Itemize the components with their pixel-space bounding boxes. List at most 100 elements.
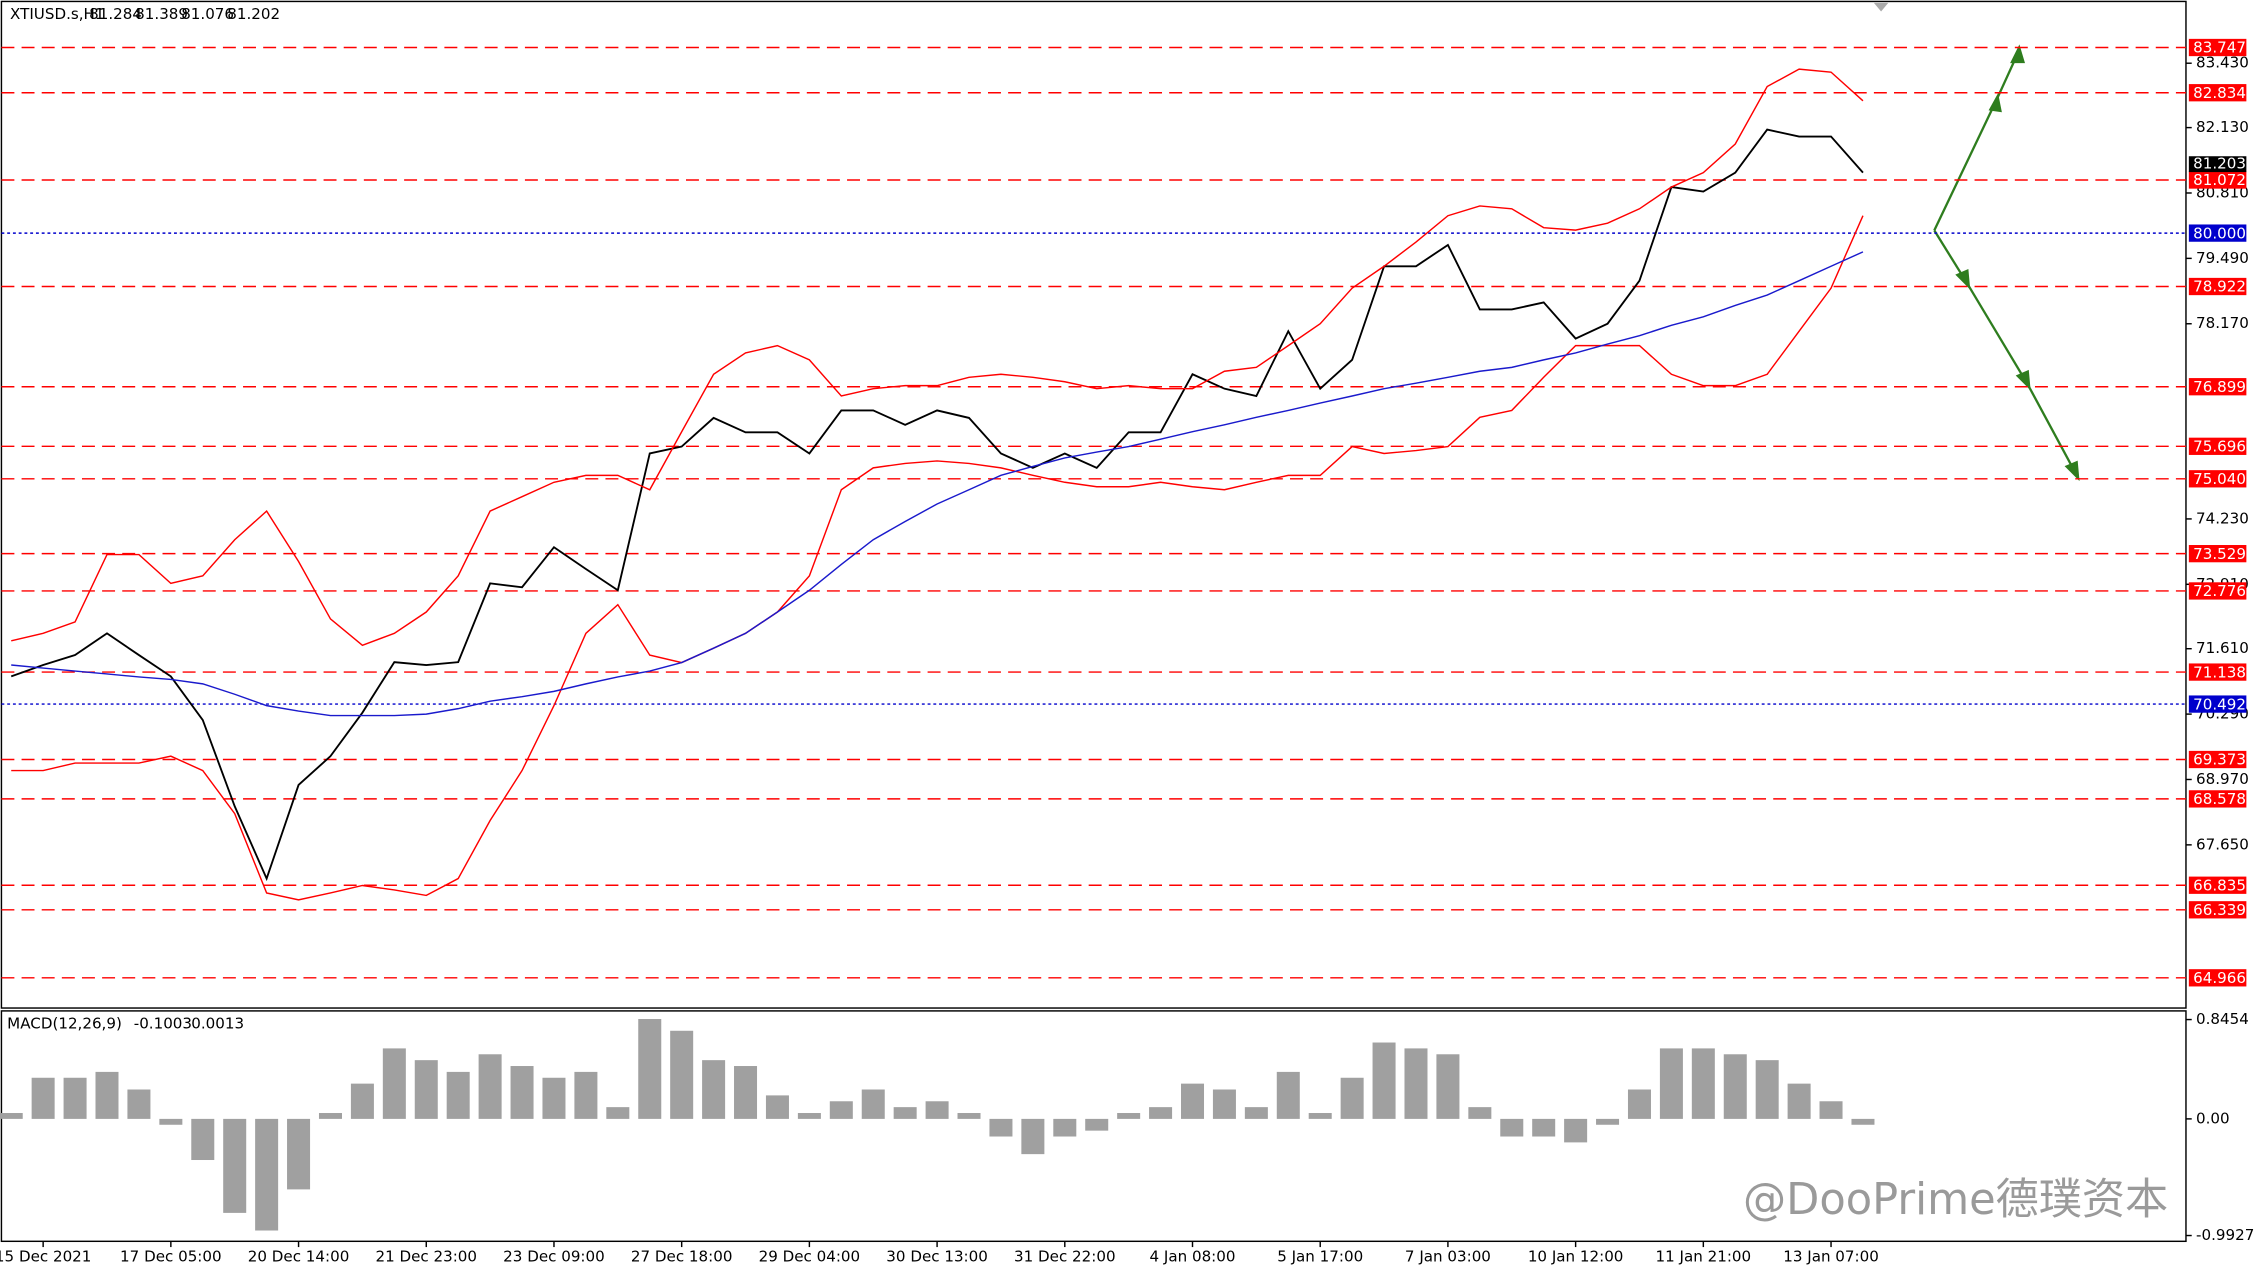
x-tick-label: 29 Dec 04:00 — [759, 1248, 861, 1266]
scroll-marker — [1873, 2, 1889, 12]
level-label: 71.138 — [2193, 663, 2246, 681]
level-label: 75.696 — [2193, 438, 2246, 456]
macd-bar — [255, 1118, 279, 1231]
x-tick-label: 15 Dec 2021 — [0, 1248, 91, 1266]
y-tick-label: 82.130 — [2196, 118, 2249, 136]
macd-bar — [1308, 1113, 1332, 1119]
level-label-box — [2188, 790, 2247, 808]
macd-bar — [318, 1113, 342, 1119]
macd-bar — [574, 1071, 598, 1119]
y-tick-label: 83.430 — [2196, 54, 2249, 72]
macd-bar — [670, 1030, 694, 1119]
bid-box — [2188, 156, 2247, 173]
macd-bar — [638, 1019, 662, 1119]
macd-bar — [1276, 1071, 1300, 1119]
forecast-arrows — [1933, 44, 2080, 482]
x-tick-label: 4 Jan 08:00 — [1150, 1248, 1236, 1266]
level-label: 76.899 — [2193, 378, 2246, 396]
macd-bar — [1468, 1107, 1492, 1119]
macd-bar — [1851, 1118, 1875, 1125]
macd-title: MACD(12,26,9) — [7, 1014, 122, 1032]
macd-bar — [606, 1107, 630, 1119]
macd-bar — [382, 1048, 406, 1119]
macd-bar — [989, 1118, 1013, 1137]
y-tick-label: 79.490 — [2196, 249, 2249, 267]
y-tick-label: 68.970 — [2196, 770, 2249, 788]
macd-bar — [1021, 1118, 1045, 1155]
level-label-box — [2188, 224, 2247, 242]
level-label-box — [2188, 876, 2247, 894]
macd-frame — [0, 1010, 2187, 1243]
price-line — [10, 128, 1864, 882]
level-label-box — [2188, 901, 2247, 919]
macd-bar — [765, 1095, 789, 1119]
level-label: 83.747 — [2193, 39, 2246, 57]
macd-bar — [1755, 1060, 1779, 1119]
level-label: 81.072 — [2193, 171, 2246, 189]
macd-bar — [1436, 1054, 1460, 1119]
macd-bar — [1085, 1118, 1109, 1131]
macd-bar — [1532, 1118, 1556, 1137]
level-label: 80.000 — [2193, 224, 2246, 242]
macd-bar — [1787, 1083, 1811, 1119]
level-label: 70.492 — [2193, 695, 2246, 713]
bid-label: 81.203 — [2193, 155, 2246, 173]
macd-bar — [1596, 1118, 1620, 1125]
macd-bar — [829, 1101, 853, 1119]
macd-bar — [0, 1113, 23, 1119]
level-label: 66.835 — [2193, 876, 2246, 894]
level-label: 66.339 — [2193, 901, 2246, 919]
level-label-box — [2188, 663, 2247, 681]
level-label: 64.966 — [2193, 969, 2246, 987]
price-line — [11, 251, 1864, 717]
macd-bar — [1691, 1048, 1715, 1119]
level-label: 72.776 — [2193, 582, 2246, 600]
macd-bar — [1723, 1054, 1747, 1119]
macd-bar — [1819, 1101, 1843, 1119]
level-label: 78.922 — [2193, 278, 2246, 296]
macd-bar — [159, 1118, 183, 1125]
level-label-box — [2188, 545, 2247, 563]
macd-bar — [1500, 1118, 1524, 1137]
macd-bar — [510, 1066, 534, 1119]
level-label-box — [2188, 470, 2247, 488]
macd-bar — [1212, 1089, 1236, 1119]
macd-bar — [31, 1077, 55, 1119]
macd-bar — [478, 1054, 502, 1119]
macd-bar — [446, 1071, 470, 1119]
level-label-box — [2188, 38, 2247, 57]
level-label-box — [2188, 969, 2247, 987]
level-label-box — [2188, 437, 2247, 455]
level-label: 73.529 — [2193, 545, 2246, 563]
x-tick-label: 20 Dec 14:00 — [248, 1248, 350, 1266]
y-tick-label: 0.00 — [2196, 1109, 2230, 1127]
x-tick-label: 31 Dec 22:00 — [1014, 1248, 1116, 1266]
x-tick-label: 30 Dec 13:00 — [886, 1248, 988, 1266]
x-tick-label: 10 Jan 12:00 — [1528, 1248, 1624, 1266]
y-tick-label: 67.650 — [2196, 835, 2249, 853]
macd-bar — [95, 1071, 119, 1119]
macd-bar — [1627, 1089, 1651, 1119]
macd-bar — [797, 1113, 821, 1119]
level-label-box — [2188, 378, 2247, 396]
x-tick-label: 23 Dec 09:00 — [503, 1248, 605, 1266]
y-tick-label: -0.9927 — [2196, 1226, 2254, 1244]
symbol-title: XTIUSD.s,H1 — [10, 5, 104, 23]
price-line — [11, 215, 1864, 901]
macd-bar — [1117, 1113, 1141, 1119]
macd-bar — [1053, 1118, 1077, 1137]
macd-bar — [925, 1101, 949, 1119]
macd-bar — [1340, 1077, 1364, 1119]
macd-bar — [1404, 1048, 1428, 1119]
macd-bar — [1564, 1118, 1588, 1143]
macd-bar — [63, 1077, 87, 1119]
price-line — [11, 68, 1864, 647]
macd-bar — [1372, 1042, 1396, 1119]
quote-value: 81.076 — [181, 5, 234, 23]
x-tick-label: 27 Dec 18:00 — [631, 1248, 733, 1266]
level-label-box — [2188, 171, 2247, 189]
macd-reading: 0.0013 — [191, 1014, 244, 1032]
level-label: 82.834 — [2193, 84, 2246, 102]
level-label: 69.373 — [2193, 751, 2246, 769]
